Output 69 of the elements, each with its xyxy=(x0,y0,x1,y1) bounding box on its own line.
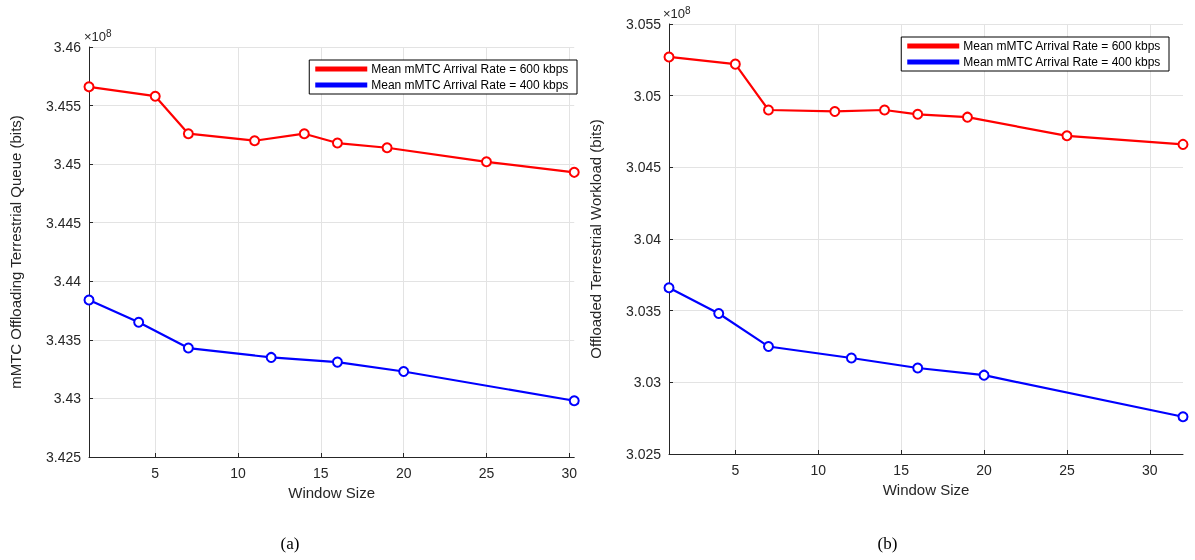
y-axis-title: Offloaded Terrestrial Workload (bits) xyxy=(587,119,604,359)
point xyxy=(879,104,891,116)
y-axis-title: mMTC Offloading Terrestrial Queue (bits) xyxy=(7,115,24,389)
point xyxy=(298,128,310,140)
x-tick-label: 15 xyxy=(313,465,329,481)
legend-label: Mean mMTC Arrival Rate = 600 kbps xyxy=(371,62,569,76)
y-tick-label: 3.44 xyxy=(53,273,82,290)
y-tick-label: 3.04 xyxy=(633,231,662,247)
point xyxy=(912,108,924,120)
x-axis-title: Window Size xyxy=(882,480,970,498)
legend-label: Mean mMTC Arrival Rate = 400 kbps xyxy=(371,78,569,92)
point xyxy=(568,395,580,407)
point xyxy=(912,362,924,374)
legend-label: Mean mMTC Arrival Rate = 400 kbps xyxy=(963,55,1161,69)
point xyxy=(182,128,194,140)
y-tick-label: 3.05 xyxy=(633,87,662,104)
y-tick-label: 3.055 xyxy=(625,16,662,32)
point xyxy=(729,58,741,70)
y-tick-label: 3.445 xyxy=(45,214,82,231)
point xyxy=(381,142,393,154)
y-tick-label: 3.045 xyxy=(625,159,662,176)
y-tick-label: 3.435 xyxy=(45,331,82,348)
point xyxy=(182,342,194,354)
y-tick-label: 3.455 xyxy=(45,97,82,114)
point xyxy=(1177,411,1189,423)
point xyxy=(398,365,410,377)
y-tick-label: 3.03 xyxy=(633,374,662,391)
point xyxy=(265,351,277,363)
x-tick-label: 10 xyxy=(230,465,247,481)
point xyxy=(331,356,343,368)
text: (a) xyxy=(280,534,300,553)
x-tick-label: 5 xyxy=(151,465,160,481)
point xyxy=(762,341,774,352)
x-tick-label: 25 xyxy=(478,465,495,481)
y-tick-label: 3.43 xyxy=(53,390,82,407)
point xyxy=(83,294,95,306)
point xyxy=(961,111,973,123)
point xyxy=(249,135,261,147)
point xyxy=(83,81,95,93)
x-tick-label: 15 xyxy=(893,462,910,478)
y-tick-label: 3.425 xyxy=(45,449,82,465)
y-tick-label: 3.45 xyxy=(53,156,82,173)
point xyxy=(480,156,492,168)
point xyxy=(762,104,774,116)
point xyxy=(845,352,857,364)
x-tick-label: 25 xyxy=(1059,462,1075,478)
y-tick-label: 3.035 xyxy=(625,302,662,319)
point xyxy=(568,166,580,178)
x-tick-label: 5 xyxy=(731,462,740,478)
x-tick-label: 20 xyxy=(976,462,993,478)
point xyxy=(149,90,161,102)
x-tick-label: 30 xyxy=(561,465,578,481)
x-tick-label: 30 xyxy=(1142,462,1158,478)
y-tick-label: 3.46 xyxy=(53,39,82,55)
point xyxy=(713,308,725,320)
point xyxy=(663,51,675,63)
legend-label: Mean mMTC Arrival Rate = 600 kbps xyxy=(963,39,1161,53)
point xyxy=(978,369,990,381)
point xyxy=(1177,138,1189,150)
x-tick-label: 10 xyxy=(810,462,827,478)
x-axis-title: Window Size xyxy=(288,483,375,501)
point xyxy=(663,282,675,294)
point xyxy=(331,137,343,149)
x-tick-label: 20 xyxy=(395,465,412,481)
y-tick-label: 3.025 xyxy=(625,446,662,462)
point xyxy=(133,316,145,328)
point xyxy=(829,105,841,117)
text: (b) xyxy=(877,534,898,553)
point xyxy=(1061,130,1073,142)
